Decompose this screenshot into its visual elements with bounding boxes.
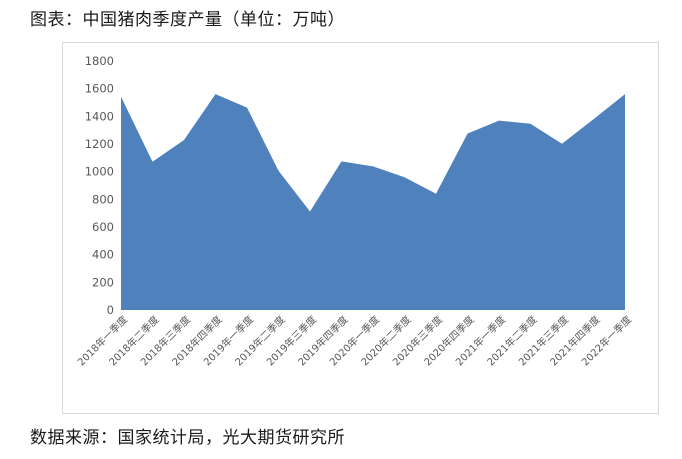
chart-frame: [62, 42, 659, 414]
source-note: 数据来源：国家统计局，光大期货研究所: [30, 428, 345, 448]
chart-title: 图表：中国猪肉季度产量（单位：万吨）: [30, 10, 345, 30]
